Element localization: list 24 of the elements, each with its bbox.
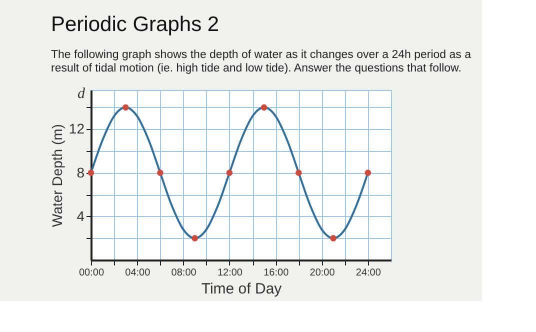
x-tick-label: 20:00 xyxy=(310,268,336,278)
text: d xyxy=(78,86,86,102)
point xyxy=(364,170,372,176)
x-tick-label: 24:00 xyxy=(356,268,382,278)
y-axis-title: Water Depth (m) xyxy=(48,124,65,227)
point xyxy=(157,170,164,176)
x-tick-label: 04:00 xyxy=(125,268,151,278)
point xyxy=(260,104,268,111)
chart-title: Periodic Graphs 2 xyxy=(51,13,220,36)
x-tick-label: 12:00 xyxy=(217,268,243,278)
x-tick-label: 16:00 xyxy=(264,268,290,278)
x-tick-label: 08:00 xyxy=(171,268,197,278)
point xyxy=(192,235,198,242)
y-tick-label: 12 xyxy=(68,120,85,137)
x-axis-title: Time of Day xyxy=(201,280,282,298)
y-tick-label: 4 xyxy=(76,208,85,224)
point xyxy=(122,104,129,111)
point xyxy=(226,170,233,176)
point xyxy=(88,170,94,176)
chart-subtitle: The following graph shows the depth of water as it changes over a 24h period as a result of tidal motion (ie. high tide and low tide). Answer the questions that follow. xyxy=(51,49,472,74)
point xyxy=(330,235,336,242)
y-tick-label: 8 xyxy=(76,164,85,180)
point xyxy=(296,170,302,176)
x-tick-label: 00:00 xyxy=(78,268,104,278)
